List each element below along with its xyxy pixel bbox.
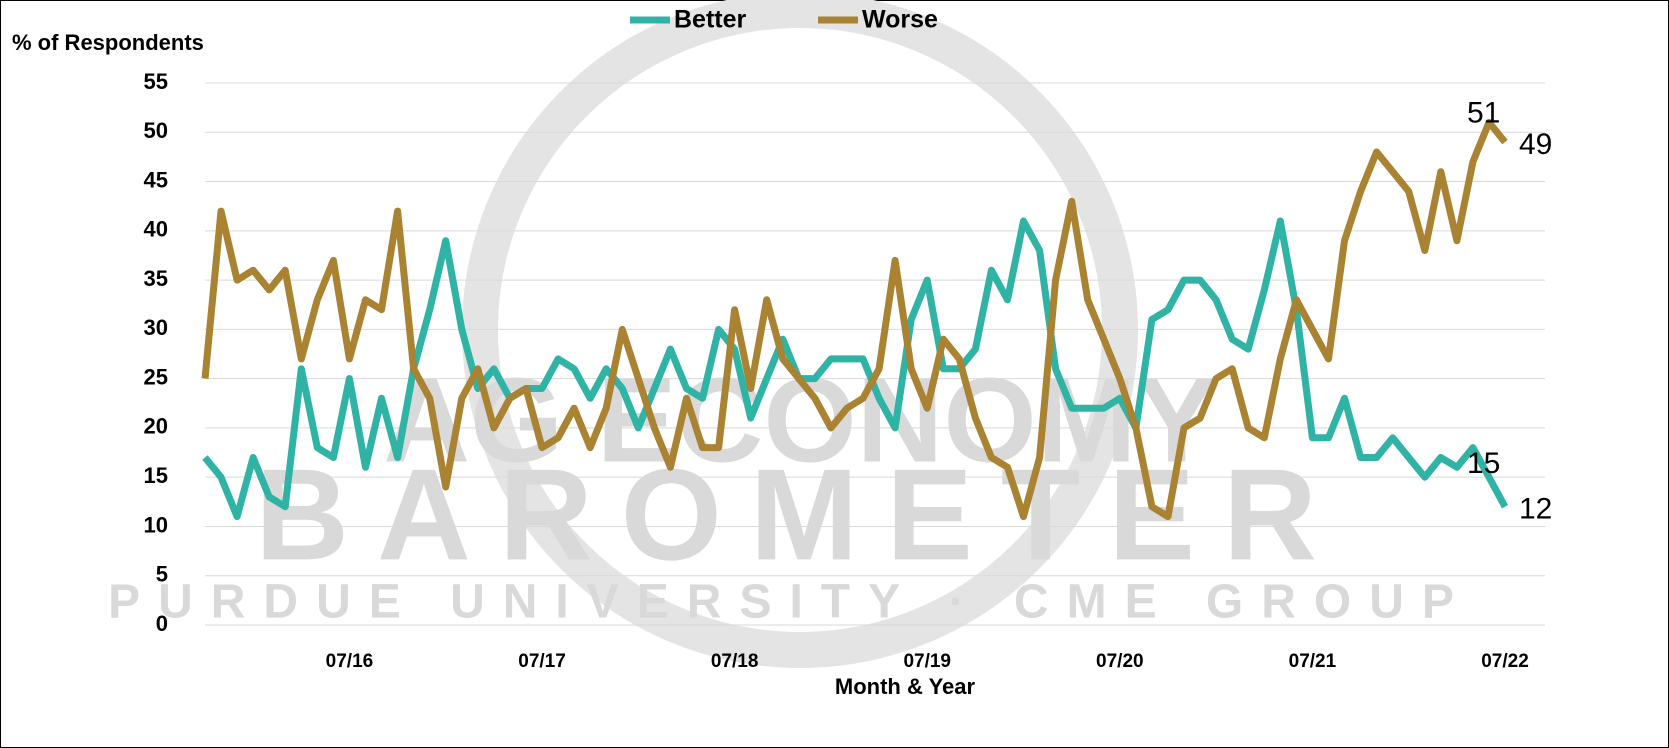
y-tick-label: 25 xyxy=(144,364,168,389)
y-tick-label: 30 xyxy=(144,315,168,340)
y-tick-label: 45 xyxy=(144,167,168,192)
chart: AG ECONOMY BAROMETER PURDUE UNIVERSITY ·… xyxy=(0,0,1669,748)
x-tick-label: 07/18 xyxy=(711,651,759,672)
y-tick-label: 50 xyxy=(144,118,168,143)
x-tick-label: 07/22 xyxy=(1481,651,1529,672)
data-label: 12 xyxy=(1519,493,1552,526)
watermark: BAROMETER xyxy=(255,441,1345,587)
y-tick-label: 10 xyxy=(144,512,168,537)
x-tick-label: 07/17 xyxy=(518,651,566,672)
x-tick-label: 07/21 xyxy=(1289,651,1337,672)
x-tick-label: 07/16 xyxy=(326,651,374,672)
watermark: PURDUE UNIVERSITY · CME GROUP xyxy=(108,576,1472,629)
x-axis-title: Month & Year xyxy=(835,674,976,699)
y-tick-label: 5 xyxy=(156,562,168,587)
y-tick-label: 35 xyxy=(144,266,168,291)
data-label: 51 xyxy=(1467,96,1500,129)
y-axis-title: % of Respondents xyxy=(12,30,204,55)
y-tick-label: 55 xyxy=(144,69,168,94)
y-tick-label: 0 xyxy=(156,611,168,636)
x-tick-label: 07/20 xyxy=(1096,651,1144,672)
y-tick-label: 20 xyxy=(144,414,168,439)
data-label: 49 xyxy=(1519,128,1552,161)
y-tick-label: 40 xyxy=(144,217,168,242)
data-label: 15 xyxy=(1467,447,1500,480)
y-tick-label: 15 xyxy=(144,463,168,488)
x-tick-label: 07/19 xyxy=(903,651,951,672)
legend-label: Better xyxy=(674,6,747,34)
legend-label: Worse xyxy=(862,6,938,34)
